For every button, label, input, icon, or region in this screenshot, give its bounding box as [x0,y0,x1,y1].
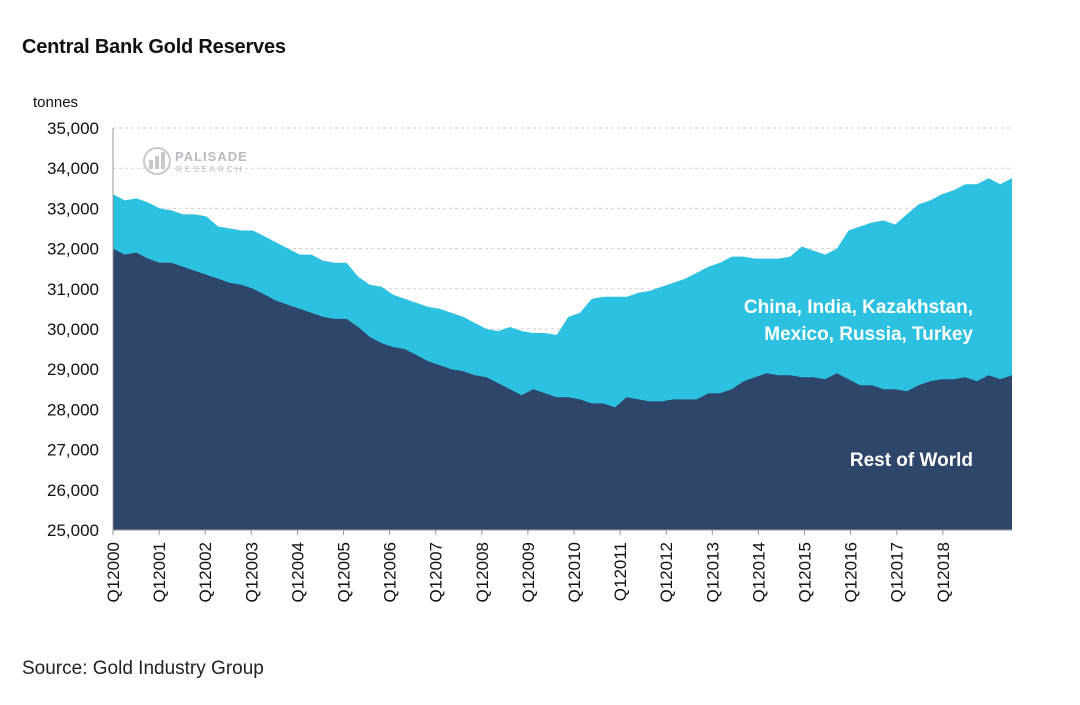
x-tick-label: Q12004 [288,542,307,603]
x-tick-label: Q12016 [842,542,861,603]
y-tick-label: 27,000 [47,441,99,460]
x-tick-label: Q12005 [335,542,354,603]
y-tick-label: 30,000 [47,320,99,339]
logo-name: PALISADE [175,149,248,164]
y-axis-unit: tonnes [33,94,78,111]
x-tick-label: Q12017 [888,542,907,603]
y-tick-label: 34,000 [47,159,99,178]
source-note: Source: Gold Industry Group [22,658,264,679]
x-tick-label: Q12013 [703,542,722,603]
y-tick-label: 29,000 [47,360,99,379]
series-labels: China, India, Kazakhstan, Mexico, Russia,… [744,297,974,471]
y-tick-label: 26,000 [47,481,99,500]
x-tick-label: Q12010 [565,542,584,603]
x-tick-label: Q12003 [242,542,261,603]
x-tick-label: Q12007 [427,542,446,603]
x-tick-label: Q12009 [519,542,538,603]
area-series [113,178,1012,531]
y-tick-label: 32,000 [47,240,99,259]
x-tick-label: Q12008 [473,542,492,603]
logo-mark-icon [143,147,171,175]
logo-subtitle: RESEARCH [176,165,244,174]
y-tick-label: 31,000 [47,280,99,299]
x-tick-label: Q12000 [104,542,123,603]
y-tick-label: 33,000 [47,199,99,218]
y-tick-label: 28,000 [47,400,99,419]
y-tick-label: 25,000 [47,521,99,540]
axes: 25,000 26,000 27,000 28,000 29,000 30,000 31,0… [33,94,1012,603]
series-label-line: Mexico, Russia, Turkey [764,324,973,345]
chart-title: Central Bank Gold Reserves [22,36,286,58]
x-tick-label: Q12011 [611,542,630,601]
area-rest-of-world [113,248,1012,530]
x-tick-label: Q12001 [150,542,169,603]
x-tick-label: Q12014 [749,542,768,603]
x-tick-label: Q12012 [657,542,676,603]
series-label-line: China, India, Kazakhstan, [744,297,973,318]
x-tick-label: Q12002 [196,542,215,603]
x-tick-label: Q12015 [796,542,815,603]
x-tick-label: Q12018 [934,542,953,603]
y-tick-label: 35,000 [47,119,99,138]
x-tick-label: Q12006 [381,542,400,603]
palisade-logo: PALISADE RESEARCH [143,147,248,175]
series-label-rest-of-world: Rest of World [850,450,973,471]
